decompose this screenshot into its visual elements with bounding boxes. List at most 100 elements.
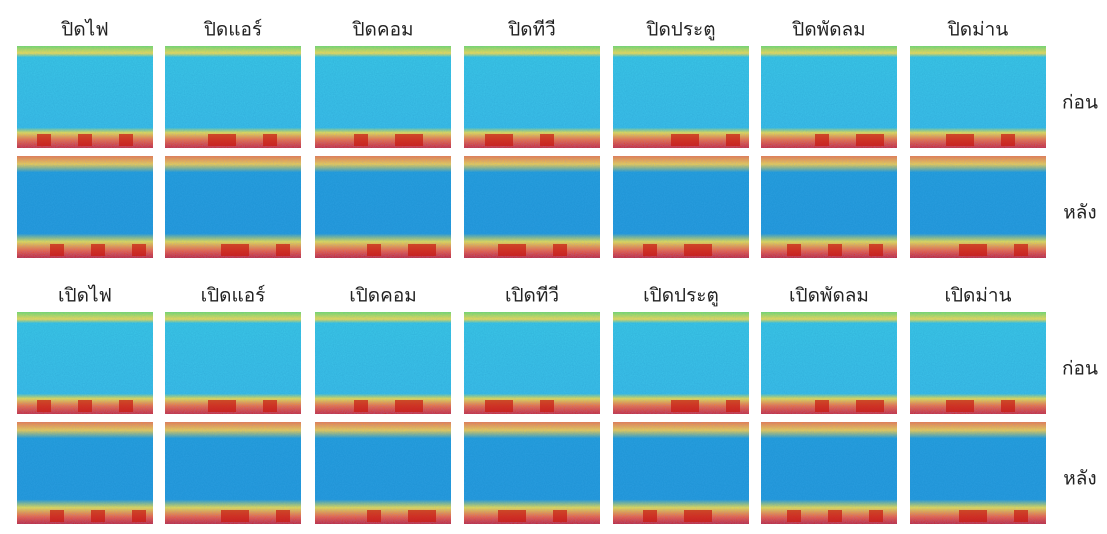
spectrogram-burst (726, 134, 740, 146)
spectrogram (613, 156, 749, 258)
spectrogram-burst (119, 134, 133, 146)
spectrogram-burst (367, 510, 381, 522)
spectrogram (464, 156, 600, 258)
spectrogram-burst (856, 134, 870, 146)
spectrogram (17, 156, 153, 258)
spectrogram-burst (208, 400, 222, 412)
spectrogram-burst (50, 510, 64, 522)
spectrogram-burst (869, 510, 883, 522)
spectrogram-burst (263, 134, 277, 146)
spectrogram-burst (959, 510, 973, 522)
spectrogram (17, 46, 153, 148)
column-label: ปิดไฟ (60, 19, 108, 41)
spectrogram (613, 46, 749, 148)
spectrogram-burst (869, 244, 883, 256)
spectrogram (464, 422, 600, 524)
spectrogram-burst (498, 510, 512, 522)
row-label: ก่อน (1062, 358, 1098, 380)
column-label: ปิดทีวี (507, 19, 555, 41)
spectrogram (464, 46, 600, 148)
spectrogram (464, 312, 600, 414)
spectrogram-burst (698, 510, 712, 522)
spectrogram (761, 312, 897, 414)
spectrogram-burst (828, 510, 842, 522)
column-label: เปิดคอม (349, 285, 417, 307)
spectrogram-burst (1001, 134, 1015, 146)
spectrogram-burst (684, 244, 698, 256)
column-label: เปิดทีวี (505, 285, 559, 307)
spectrogram-burst (78, 400, 92, 412)
spectrogram-burst (815, 134, 829, 146)
spectrogram-burst (685, 134, 699, 146)
spectrogram (761, 46, 897, 148)
spectrogram-burst (91, 244, 105, 256)
spectrogram-burst (671, 400, 685, 412)
spectrogram-burst (856, 400, 870, 412)
spectrogram-burst (870, 134, 884, 146)
spectrogram (910, 156, 1046, 258)
spectrogram (761, 156, 897, 258)
spectrogram-burst (91, 510, 105, 522)
spectrogram-burst (132, 510, 146, 522)
spectrogram-burst (787, 510, 801, 522)
spectrogram (165, 422, 301, 524)
column-label: เปิดไฟ (58, 285, 112, 307)
spectrogram-burst (870, 400, 884, 412)
spectrogram-burst (787, 244, 801, 256)
spectrogram-burst (726, 400, 740, 412)
spectrogram-burst (698, 244, 712, 256)
spectrogram-burst (553, 510, 567, 522)
spectrogram-burst (235, 510, 249, 522)
spectrogram (315, 312, 451, 414)
spectrogram-burst (78, 134, 92, 146)
spectrogram-burst (1014, 244, 1028, 256)
column-label: เปิดม่าน (944, 285, 1011, 307)
spectrogram-burst (263, 400, 277, 412)
spectrogram-burst (1014, 510, 1028, 522)
spectrogram-burst (960, 400, 974, 412)
spectrogram-burst (395, 400, 409, 412)
spectrogram-burst (235, 244, 249, 256)
column-label: ปิดม่าน (947, 19, 1008, 41)
spectrogram-burst (499, 134, 513, 146)
spectrogram-burst (119, 400, 133, 412)
spectrogram-burst (671, 134, 685, 146)
column-label: ปิดประตู (646, 19, 716, 41)
spectrogram-burst (37, 134, 51, 146)
spectrogram-burst (684, 510, 698, 522)
spectrogram-burst (132, 244, 146, 256)
spectrogram (910, 422, 1046, 524)
spectrogram-burst (499, 400, 513, 412)
spectrogram-burst (540, 134, 554, 146)
spectrogram-burst (208, 134, 222, 146)
spectrogram-burst (395, 134, 409, 146)
column-label: ปิดพัดลม (791, 19, 865, 41)
row-label: หลัง (1063, 202, 1096, 224)
spectrogram (315, 156, 451, 258)
spectrogram (165, 156, 301, 258)
spectrogram-burst (222, 134, 236, 146)
spectrogram (17, 422, 153, 524)
spectrogram-burst (409, 400, 423, 412)
spectrogram (315, 46, 451, 148)
spectrogram-burst (50, 244, 64, 256)
spectrogram-burst (276, 510, 290, 522)
spectrogram-burst (959, 244, 973, 256)
spectrogram (315, 422, 451, 524)
spectrogram-burst (354, 400, 368, 412)
spectrogram (613, 312, 749, 414)
spectrogram-burst (553, 244, 567, 256)
spectrogram-burst (422, 244, 436, 256)
spectrogram-burst (643, 510, 657, 522)
spectrogram-burst (276, 244, 290, 256)
spectrogram-burst (685, 400, 699, 412)
column-label: เปิดพัดลม (789, 285, 869, 307)
spectrogram-burst (498, 244, 512, 256)
column-label: เปิดประตู (643, 285, 719, 307)
spectrogram-burst (408, 510, 422, 522)
spectrogram-burst (1001, 400, 1015, 412)
spectrogram-burst (960, 134, 974, 146)
spectrogram-burst (409, 134, 423, 146)
spectrogram-burst (221, 244, 235, 256)
